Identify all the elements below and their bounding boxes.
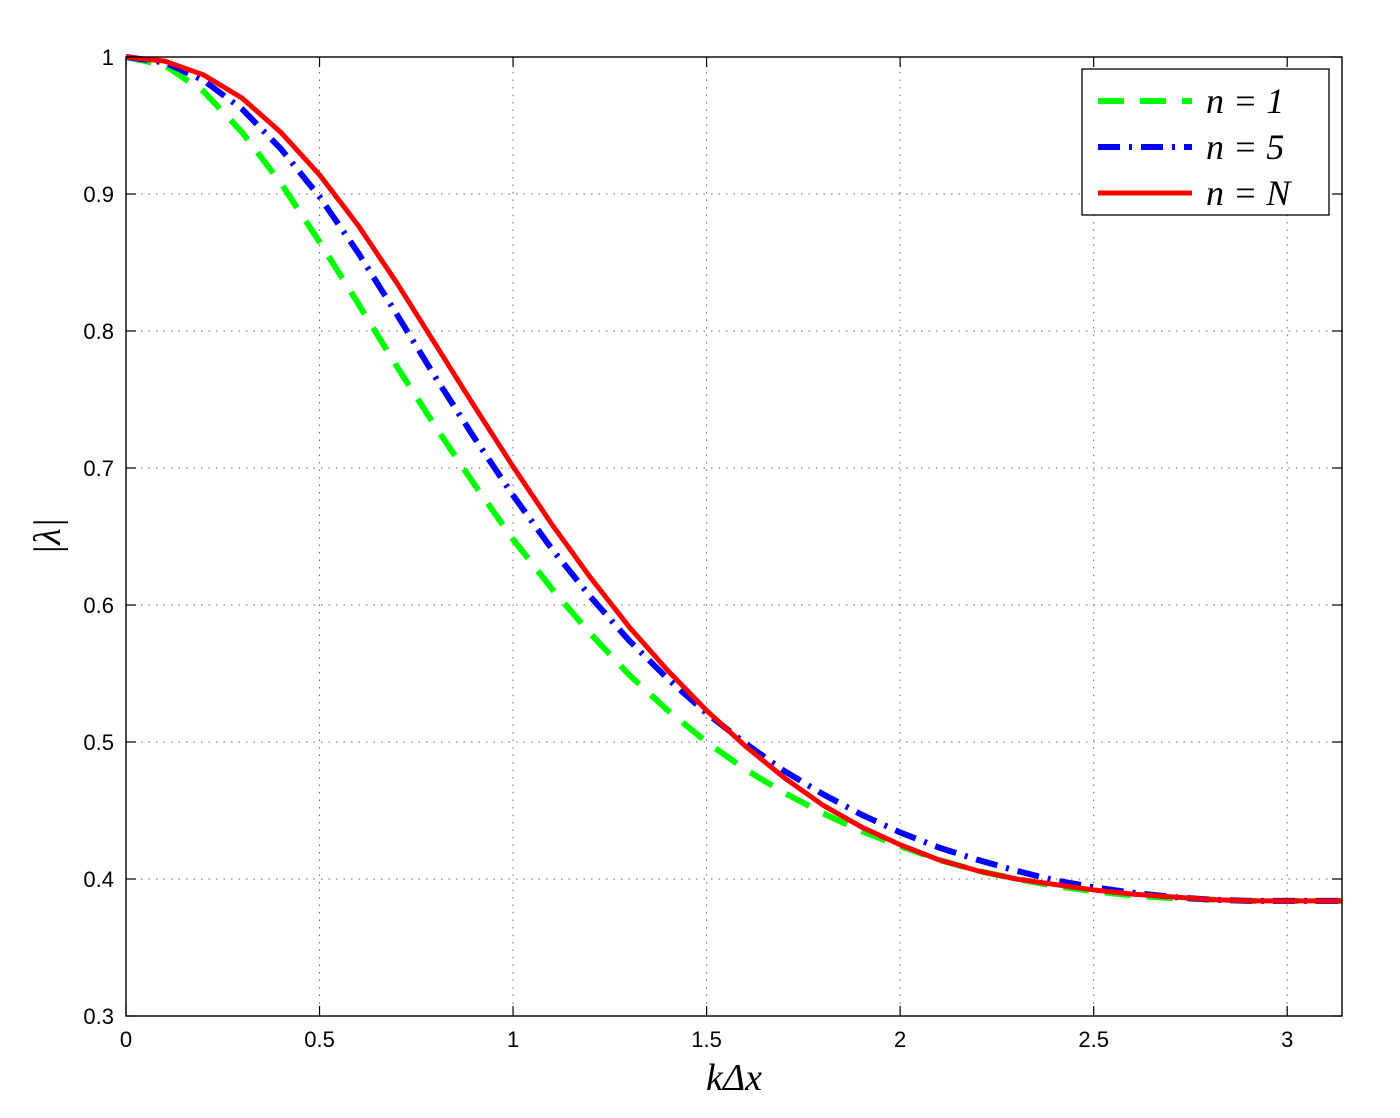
legend-label-3: n = N (1206, 173, 1292, 213)
y-tick-label: 0.3 (83, 1004, 114, 1029)
x-tick-label: 2 (894, 1027, 906, 1052)
y-tick-label: 0.8 (83, 319, 114, 344)
x-tick-label: 2.5 (1078, 1027, 1109, 1052)
y-tick-label: 0.9 (83, 182, 114, 207)
x-axis-title: kΔx (706, 1057, 762, 1099)
x-tick-label: 3 (1281, 1027, 1293, 1052)
y-tick-label: 0.5 (83, 730, 114, 755)
legend-label-2: n = 5 (1206, 127, 1284, 167)
legend: n = 1 n = 5 n = N (1081, 68, 1330, 216)
y-tick-label: 0.7 (83, 456, 114, 481)
x-tick-label: 1 (507, 1027, 519, 1052)
y-axis-title: |λ| (27, 518, 69, 555)
y-tick-label: 0.4 (83, 867, 114, 892)
y-tick-label: 0.6 (83, 593, 114, 618)
axis-ticks: 0 0.5 1 1.5 2 2.5 3 0.3 0.4 0.5 0.6 0.7 0.8 0.9 1 (83, 45, 1342, 1052)
grid (126, 57, 1342, 1016)
x-tick-label: 0.5 (304, 1027, 335, 1052)
legend-label-1: n = 1 (1206, 81, 1284, 121)
series-lines (125, 54, 1342, 904)
y-tick-label: 1 (102, 45, 114, 70)
x-tick-label: 0 (120, 1027, 132, 1052)
plot-frame (125, 56, 1343, 1017)
x-tick-label: 1.5 (691, 1027, 722, 1052)
series-line-3 (125, 54, 1342, 904)
